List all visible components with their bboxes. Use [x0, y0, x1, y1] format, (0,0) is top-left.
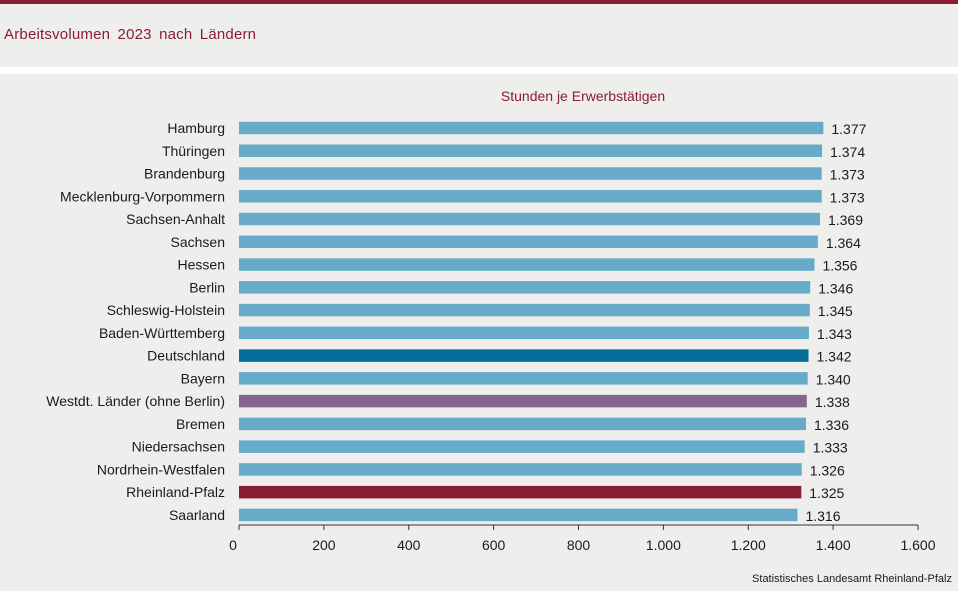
value-label: 1.373: [830, 189, 865, 205]
x-tick-label: 200: [312, 537, 336, 553]
bar: [239, 235, 818, 249]
x-tick-label: 1.600: [900, 537, 935, 553]
value-label: 1.364: [826, 235, 861, 251]
category-label: Baden-Württemberg: [99, 325, 225, 341]
bar: [239, 485, 802, 499]
category-label: Mecklenburg-Vorpommern: [60, 188, 225, 204]
category-label: Thüringen: [162, 143, 225, 159]
bar: [239, 463, 802, 476]
category-label: Saarland: [169, 507, 225, 523]
category-label: Bayern: [181, 370, 225, 386]
x-axis: 0 200 400 600 800 1.000 1.200 1.400 1.600: [229, 524, 936, 553]
category-label: Schleswig-Holstein: [107, 302, 225, 318]
value-label: 1.316: [805, 508, 840, 524]
value-label: 1.346: [818, 280, 853, 296]
bar: [239, 349, 809, 362]
category-label: Brandenburg: [144, 166, 225, 182]
value-label: 1.369: [828, 212, 863, 228]
value-label: 1.373: [830, 167, 865, 183]
top-accent-bar: [0, 0, 958, 4]
x-tick-label: 800: [567, 537, 591, 553]
category-label: Berlin: [189, 279, 225, 295]
bar: [239, 121, 824, 135]
category-label: Hessen: [178, 257, 225, 273]
value-label: 1.343: [817, 326, 852, 342]
value-label: 1.377: [831, 121, 866, 137]
bar: [239, 144, 823, 158]
category-label: Hamburg: [167, 120, 225, 136]
category-label: Bremen: [176, 416, 225, 432]
x-tick-label: 600: [482, 537, 506, 553]
bar: [239, 190, 822, 203]
bar: [239, 212, 820, 226]
page-title: Arbeitsvolumen 2023 nach Ländern: [4, 26, 257, 43]
value-label: 1.340: [816, 371, 851, 387]
bar: [239, 326, 809, 340]
bars: Hamburg 1.377 Thüringen 1.374 Brandenburg 1.3…: [46, 120, 866, 524]
category-label: Nordrhein-Westfalen: [97, 461, 225, 477]
x-tick-label: 1.400: [816, 537, 851, 553]
header: Arbeitsvolumen 2023 nach Ländern: [0, 4, 958, 67]
value-label: 1.338: [815, 394, 850, 410]
value-label: 1.325: [809, 485, 844, 501]
value-label: 1.336: [814, 417, 849, 433]
chart-subtitle: Stunden je Erwerbstätigen: [501, 88, 665, 104]
bar: [239, 417, 806, 431]
value-label: 1.326: [810, 462, 845, 478]
bar: [239, 372, 808, 385]
category-label: Rheinland-Pfalz: [126, 484, 225, 500]
value-label: 1.333: [813, 440, 848, 456]
category-label: Niedersachsen: [132, 439, 225, 455]
value-label: 1.356: [822, 258, 857, 274]
category-label: Deutschland: [147, 348, 225, 364]
value-label: 1.345: [818, 303, 853, 319]
x-tick-label: 1.200: [731, 537, 766, 553]
bar: [239, 508, 798, 522]
x-tick-label: 1.000: [646, 537, 681, 553]
x-tick-label: 0: [229, 537, 237, 553]
value-label: 1.374: [830, 144, 865, 160]
bar: [239, 258, 815, 271]
bar: [239, 281, 811, 294]
chart-panel: Stunden je Erwerbstätigen Hamburg 1.377 Th…: [0, 74, 958, 591]
bar: [239, 167, 822, 180]
value-label: 1.342: [817, 349, 852, 365]
x-tick-label: 400: [397, 537, 421, 553]
bar: [239, 303, 810, 317]
category-label: Sachsen: [171, 234, 225, 250]
category-label: Sachsen-Anhalt: [126, 211, 225, 227]
category-label: Westdt. Länder (ohne Berlin): [46, 393, 225, 409]
source-note: Statistisches Landesamt Rheinland-Pfalz: [752, 573, 952, 585]
bar: [239, 394, 807, 408]
bar: [239, 440, 805, 453]
bar-chart: Stunden je Erwerbstätigen Hamburg 1.377 Th…: [46, 88, 952, 585]
